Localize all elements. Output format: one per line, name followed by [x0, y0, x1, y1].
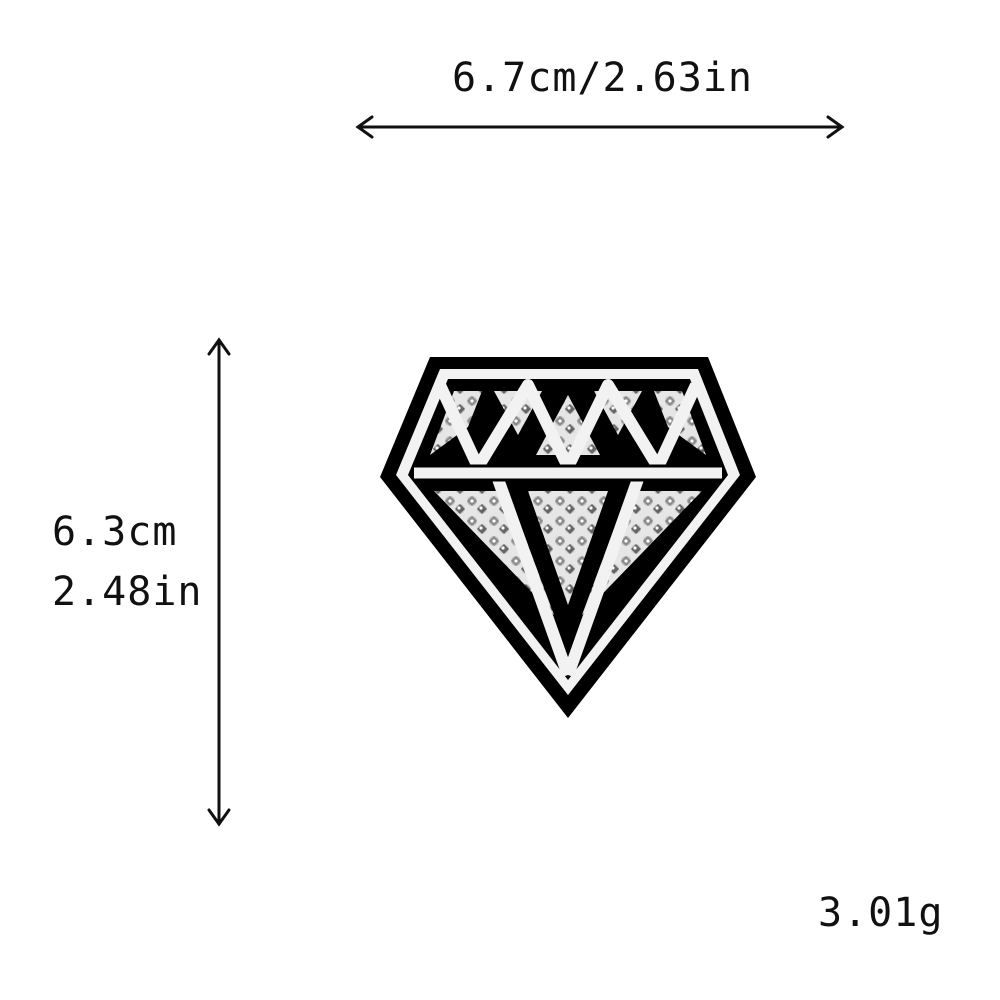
- height-in-label: 2.48in: [52, 569, 203, 615]
- height-cm-label: 6.3cm: [52, 509, 178, 555]
- width-dimension-label: 6.7cm/2.63in: [452, 55, 753, 101]
- height-arrow-icon: [207, 337, 231, 827]
- width-arrow-icon: [355, 115, 845, 139]
- weight-label: 3.01g: [818, 890, 944, 936]
- diamond-patch-image: [380, 357, 756, 718]
